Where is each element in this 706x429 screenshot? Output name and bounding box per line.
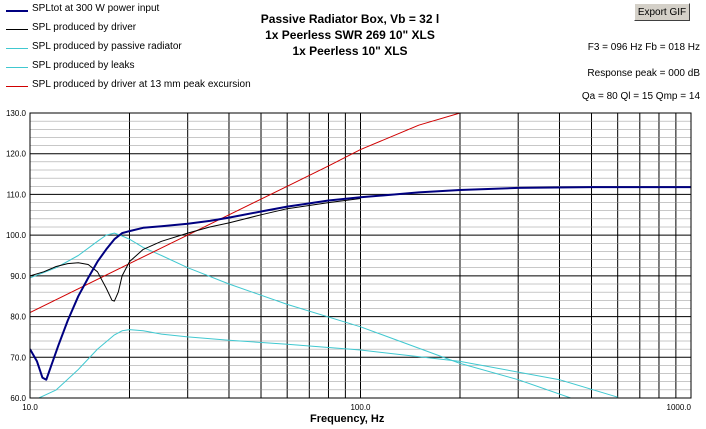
series-line [30,198,361,302]
title-line-3: 1x Peerless 10" XLS [292,44,408,58]
series-line [30,113,461,313]
y-tick-label: 130.0 [6,109,27,118]
x-tick-label: 100.0 [350,403,371,412]
legend-label: SPL produced by driver at 13 mm peak exc… [32,79,251,90]
legend-swatch [6,29,28,30]
response-peak-readout: Response peak = 000 dB [587,68,700,79]
y-tick-label: 100.0 [6,231,27,240]
series-line [37,329,618,398]
chart-ticks: 10.0 100.0 1000.0 60.0 70.0 80.0 90.0 100.0 110.… [6,109,692,412]
legend-item-driver: SPL produced by driver [4,21,254,40]
legend-label: SPL produced by leaks [32,60,135,71]
q-values-readout: Qa = 80 Ql = 15 Qmp = 14 [581,91,700,102]
legend-swatch [6,67,28,68]
y-tick-label: 80.0 [10,313,26,322]
title-line-2: 1x Peerless SWR 269 10" XLS [265,28,435,42]
y-tick-label: 110.0 [7,190,27,199]
chart-title: Passive Radiator Box, Vb = 32 l 1x Peerl… [200,11,500,59]
plot-frame [29,112,692,399]
f3-fb-readout: F3 = 096 Hz Fb = 018 Hz [587,42,700,53]
chart-series [30,113,691,398]
x-tick-label: 1000.0 [667,403,692,412]
legend-item-leaks: SPL produced by leaks [4,59,254,78]
chart-grid [30,113,691,398]
y-tick-label: 90.0 [10,272,26,281]
legend-label: SPL produced by passive radiator [32,41,182,52]
y-tick-label: 70.0 [10,353,26,362]
series-line [30,232,573,398]
legend-label: SPL produced by driver [32,22,137,33]
x-tick-label: 10.0 [22,403,38,412]
export-gif-button[interactable]: Export GIF [634,3,690,21]
legend-item-passive-radiator: SPL produced by passive radiator [4,40,254,59]
legend-label: SPLtot at 300 W power input [32,3,160,14]
legend-item-driver-excursion: SPL produced by driver at 13 mm peak exc… [4,78,254,97]
y-tick-label: 60.0 [10,394,26,403]
title-line-1: Passive Radiator Box, Vb = 32 l [260,12,440,26]
legend-swatch [6,10,28,12]
legend: SPLtot at 300 W power input SPL produced… [4,2,254,97]
legend-item-spl-total: SPLtot at 300 W power input [4,2,254,21]
legend-swatch [6,48,28,49]
x-axis-label: Frequency, Hz [310,413,385,425]
legend-swatch [6,86,28,87]
y-tick-label: 120.0 [6,150,27,159]
series-line [30,186,691,381]
